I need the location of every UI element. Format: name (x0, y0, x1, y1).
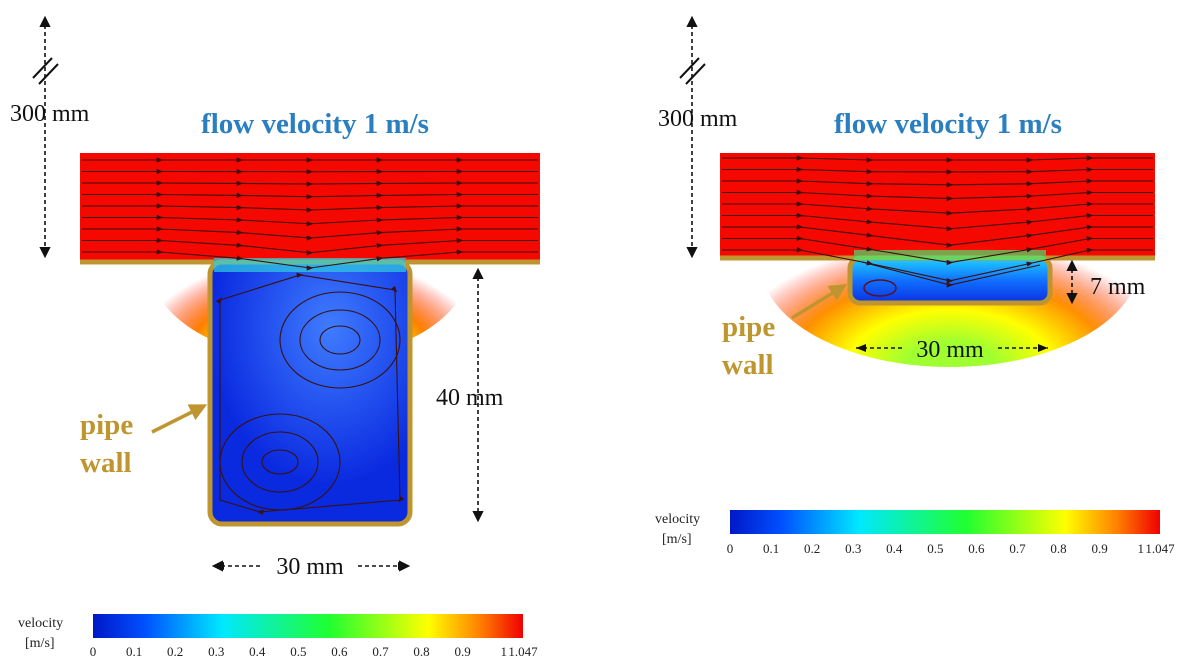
colorbar-tick: 0.2 (167, 644, 183, 658)
streamline (722, 155, 1153, 163)
streamline (722, 247, 1153, 284)
colorbar-tick: 0.5 (927, 541, 943, 556)
colorbar-tick: 0.3 (208, 644, 224, 658)
colorbar-tick: 0.8 (1050, 541, 1066, 556)
colorbar-tick: 1.047 (508, 644, 538, 658)
colorbar-tick: 0.4 (249, 644, 266, 658)
colorbar (93, 614, 523, 638)
colorbar-tick: 0.5 (290, 644, 306, 658)
colorbar (730, 510, 1160, 534)
streamline (82, 214, 538, 227)
streamline (722, 178, 1153, 188)
streamline (82, 249, 538, 271)
panel-title: flow velocity 1 m/s (201, 108, 429, 140)
streamline (220, 275, 400, 512)
colorbar-tick: 1 (500, 644, 507, 658)
colorbar-tick: 0.6 (331, 644, 348, 658)
wall-label: wall (80, 447, 132, 479)
colorbar-tick: 0.7 (1009, 541, 1026, 556)
streamline (82, 180, 538, 187)
depth-label: 7 mm (1090, 274, 1146, 300)
height-label: 300 mm (658, 106, 738, 132)
height-label: 300 mm (10, 101, 90, 127)
left-flow (80, 153, 540, 527)
wall-label: pipe (80, 409, 133, 441)
streamline (861, 261, 1041, 288)
streamline (82, 203, 538, 213)
colorbar-label: velocity (18, 616, 63, 631)
colorbar-tick: 0.2 (804, 541, 820, 556)
colorbar-tick: 0.6 (968, 541, 985, 556)
width-label: 30 mm (276, 554, 344, 580)
colorbar-tick: 0.3 (845, 541, 861, 556)
colorbar-label: [m/s] (25, 636, 55, 651)
colorbar-tick: 1.047 (1145, 541, 1175, 556)
colorbar-tick: 0.9 (455, 644, 471, 658)
right-flow (720, 153, 1155, 367)
colorbar-tick: 0.7 (372, 644, 389, 658)
colorbar-tick: 0 (727, 541, 734, 556)
colorbar-tick: 0.9 (1092, 541, 1108, 556)
colorbar-tick: 0.4 (886, 541, 903, 556)
colorbar-tick: 0 (90, 644, 97, 658)
colorbar-tick: 1 (1137, 541, 1144, 556)
streamline (82, 191, 538, 200)
streamline (722, 189, 1153, 202)
colorbar-label: velocity (655, 512, 700, 527)
depth-label: 40 mm (436, 385, 504, 411)
colorbar-label: [m/s] (662, 532, 692, 547)
streamline (722, 166, 1153, 175)
vortex (863, 279, 897, 297)
wall-label: wall (722, 349, 774, 381)
wall-label: pipe (722, 311, 775, 343)
colorbar-tick: 0.1 (126, 644, 142, 658)
colorbar-tick: 0.1 (763, 541, 779, 556)
colorbar-tick: 0.8 (413, 644, 429, 658)
panel-title: flow velocity 1 m/s (834, 108, 1062, 140)
width-label: 30 mm (916, 337, 984, 363)
